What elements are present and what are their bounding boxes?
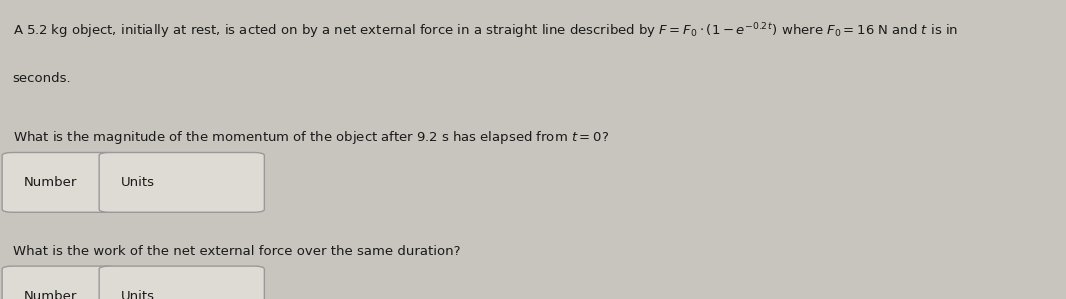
Text: Units: Units [120, 176, 155, 189]
FancyBboxPatch shape [2, 266, 117, 299]
Text: A 5.2 kg object, initially at rest, is acted on by a net external force in a str: A 5.2 kg object, initially at rest, is a… [13, 21, 958, 41]
Text: seconds.: seconds. [13, 72, 71, 85]
FancyBboxPatch shape [99, 152, 264, 212]
Text: What is the magnitude of the momentum of the object after 9.2 s has elapsed from: What is the magnitude of the momentum of… [13, 129, 609, 146]
FancyBboxPatch shape [2, 152, 117, 212]
Text: What is the work of the net external force over the same duration?: What is the work of the net external for… [13, 245, 461, 258]
FancyBboxPatch shape [99, 266, 264, 299]
Text: Number: Number [23, 289, 77, 299]
Text: Units: Units [120, 289, 155, 299]
Text: Number: Number [23, 176, 77, 189]
